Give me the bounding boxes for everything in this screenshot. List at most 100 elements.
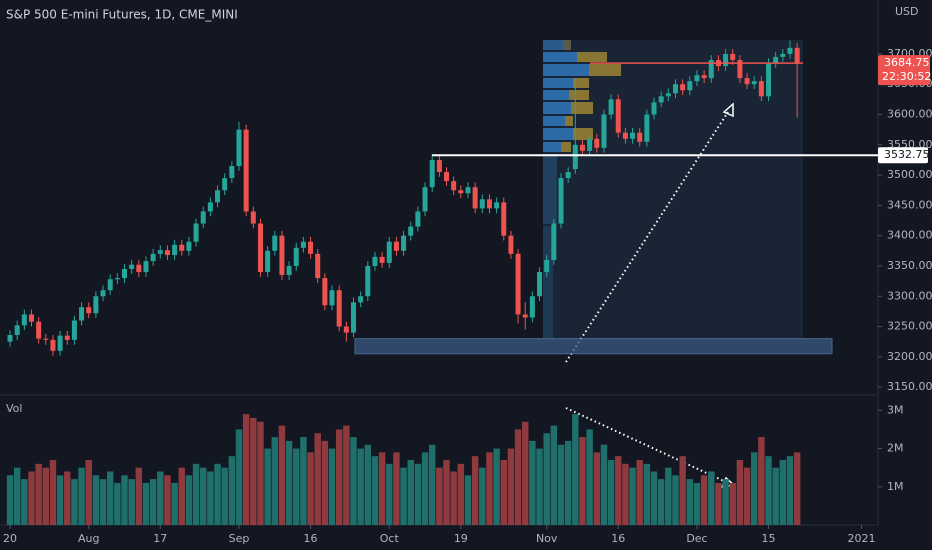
candle-body — [744, 78, 750, 85]
volume-bar — [493, 448, 500, 525]
candle-body — [358, 296, 364, 303]
volume-bar — [257, 421, 264, 525]
y-tick-label: 3450.00 — [887, 198, 932, 211]
volume-bar — [736, 460, 744, 525]
x-tick-label: 16 — [304, 532, 318, 545]
volume-bar — [328, 448, 336, 525]
volume-bar — [6, 475, 14, 525]
candle-body — [508, 235, 514, 254]
volume-bar — [164, 475, 171, 525]
candle-body — [622, 132, 628, 139]
profile-row — [543, 128, 573, 140]
volume-bar — [779, 460, 787, 525]
volume-bar — [64, 471, 71, 525]
y-tick-label: 3200.00 — [887, 350, 932, 363]
candle-body — [501, 202, 507, 236]
last-price-label: 3684.75 — [884, 56, 930, 69]
candle-body — [694, 75, 700, 82]
candle-body — [730, 53, 736, 60]
volume-bar — [607, 460, 615, 525]
volume-bar — [579, 437, 586, 525]
arrow — [565, 111, 729, 363]
candle-body — [114, 278, 120, 280]
volume-bar — [293, 448, 300, 525]
volume-bar — [636, 460, 643, 525]
profile-row — [589, 64, 621, 76]
volume-bar — [350, 437, 357, 525]
volume-bar — [543, 433, 550, 525]
profile-row — [573, 128, 593, 140]
x-tick-label: Dec — [686, 532, 707, 545]
y-tick-label: 3250.00 — [887, 320, 932, 333]
y-tick-label: 3400.00 — [887, 229, 932, 242]
volume-bar — [393, 452, 400, 525]
volume-bar — [142, 482, 150, 525]
volume-tick-label: 1M — [887, 480, 904, 493]
candle-body — [57, 335, 63, 351]
profile-row — [569, 90, 589, 100]
volume-bar — [92, 475, 100, 525]
candle-body — [465, 187, 471, 194]
y-tick-label: 3600.00 — [887, 108, 932, 121]
volume-bar — [364, 444, 372, 525]
y-tick-label: 3500.00 — [887, 168, 932, 181]
volume-bar — [665, 467, 672, 525]
support-zone — [354, 338, 833, 355]
volume-bar — [729, 482, 736, 525]
volume-bar — [250, 417, 257, 525]
volume-bar — [750, 452, 758, 525]
volume-bar — [657, 479, 665, 525]
candle-body — [215, 190, 221, 203]
candle-body — [436, 159, 442, 173]
volume-bar — [464, 475, 472, 525]
candle-body — [393, 241, 399, 251]
candle-body — [279, 235, 285, 276]
volume-bar — [99, 479, 107, 525]
candle-body — [250, 211, 256, 224]
candle-body — [79, 307, 85, 321]
volume-bar — [200, 467, 207, 525]
candle-body — [136, 264, 142, 273]
profile-row — [565, 116, 573, 126]
volume-bar — [357, 448, 364, 525]
candle-body — [64, 335, 70, 340]
volume-label: Vol — [6, 402, 22, 415]
volume-bar — [786, 456, 794, 525]
volume-bar — [85, 460, 92, 525]
x-tick-label: 20 — [3, 532, 17, 545]
volume-bar — [557, 444, 565, 525]
volume-profile — [543, 40, 621, 338]
volume-bar — [171, 482, 178, 525]
volume-bar — [471, 456, 479, 525]
candle-body — [687, 81, 693, 91]
candle-body — [7, 335, 13, 342]
volume-bar — [572, 414, 579, 525]
candle-body — [658, 96, 664, 103]
candle-body — [587, 138, 593, 151]
volume-bar — [264, 448, 271, 525]
volume-bar — [793, 452, 801, 525]
volume-bar — [529, 440, 536, 525]
candle-body — [479, 199, 485, 209]
volume-bar — [386, 463, 393, 525]
profile-row — [543, 90, 569, 100]
volume-bar — [536, 448, 543, 525]
arrow-head — [722, 102, 734, 118]
volume-bar — [514, 429, 522, 525]
volume-bar — [564, 440, 572, 525]
profile-row — [577, 52, 607, 62]
volume-bar — [271, 437, 278, 525]
volume-bar — [314, 433, 321, 525]
candle-body — [766, 63, 772, 97]
candle-body — [408, 226, 414, 236]
candle-body — [243, 129, 249, 212]
volume-bar — [457, 463, 465, 525]
candle-body — [551, 223, 557, 260]
volume-bar — [428, 444, 436, 525]
volume-bar — [758, 437, 765, 525]
volume-bar — [214, 463, 221, 525]
candle-body — [179, 244, 185, 251]
candle-body — [308, 241, 314, 254]
countdown: 22:30:52 — [882, 70, 931, 83]
volume-bar — [228, 456, 236, 525]
